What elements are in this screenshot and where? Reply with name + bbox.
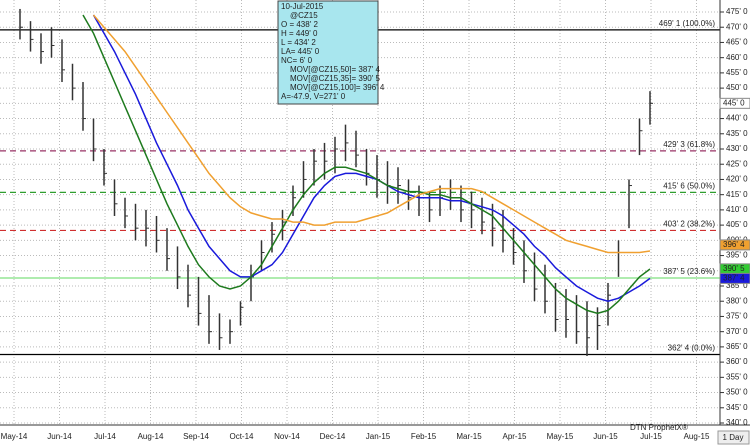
info-line: MOV[@CZ15,50]= 387' 4 [290, 65, 380, 74]
info-line: MOV[@CZ15,100]= 396' 4 [290, 83, 385, 92]
y-tick-label: 370' 0 [726, 327, 748, 336]
x-tick-label: Sep-14 [183, 432, 209, 441]
y-tick-label: 470' 0 [726, 22, 748, 31]
info-line: MOV[@CZ15,35]= 390' 5 [290, 74, 380, 83]
retracement-label: 415' 6 (50.0%) [663, 181, 715, 190]
x-tick-label: Dec-14 [320, 432, 346, 441]
info-line: 10-Jul-2015 [281, 2, 324, 11]
y-tick-label: 350' 0 [726, 388, 748, 397]
retracement-label: 362' 4 (0.0%) [668, 344, 716, 353]
y-tick-label: 415' 0 [726, 190, 748, 199]
y-tick-label: 455' 0 [726, 68, 748, 77]
grid [0, 0, 720, 425]
x-tick-label: Oct-14 [229, 432, 254, 441]
retracement-label: 403' 2 (38.2%) [663, 220, 715, 229]
y-tick-label: 475' 0 [726, 7, 748, 16]
x-tick-label: Aug-15 [684, 432, 710, 441]
x-tick-label: Feb-15 [411, 432, 437, 441]
info-line: NC= 6' 0 [281, 56, 313, 65]
x-tick-label: Apr-15 [502, 432, 527, 441]
retracement-label: 429' 3 (61.8%) [663, 140, 715, 149]
x-tick-label: Jun-14 [47, 432, 72, 441]
y-tick-label: 465' 0 [726, 38, 748, 47]
y-tick-label: 430' 0 [726, 144, 748, 153]
y-tick-label: 440' 0 [726, 114, 748, 123]
levels: 469' 1 (100.0%) 429' 3 (61.8%) 415' 6 (50.… [0, 19, 720, 356]
y-tick-label: 375' 0 [726, 312, 748, 321]
price-tag [719, 239, 750, 251]
retracement-label: 469' 1 (100.0%) [659, 19, 716, 28]
footer: DTN ProphetX® [630, 423, 688, 432]
info-line: L = 434' 2 [281, 38, 316, 47]
y-tick-label: 395' 0 [726, 251, 748, 260]
y-tick-label: 380' 0 [726, 296, 748, 305]
moving-average-line [92, 14, 651, 254]
y-tick-label: 450' 0 [726, 83, 748, 92]
x-tick-label: May-15 [547, 432, 574, 441]
y-tick-label: 355' 0 [726, 372, 748, 381]
x-tick-label: Nov-14 [274, 432, 300, 441]
x-tick-label: Jul-15 [640, 432, 662, 441]
retracement-label: 387' 5 (23.6%) [663, 267, 715, 276]
info-line: H = 449' 0 [281, 29, 318, 38]
info-line: @CZ15 [290, 11, 318, 20]
y-tick-label: 340' 0 [726, 418, 748, 427]
info-box-bg [277, 0, 379, 105]
interval-button[interactable] [717, 430, 750, 445]
moving-average-line [82, 14, 651, 315]
y-tick-label: 410' 0 [726, 205, 748, 214]
price-tag-label: 390' 5 [723, 264, 745, 273]
info-line: A=-47.9, V=271' 0 [281, 92, 346, 101]
moving-average-line [92, 14, 651, 302]
y-tick-label: 360' 0 [726, 357, 748, 366]
price-tag [719, 272, 750, 284]
y-tick-label: 385' 0 [726, 281, 748, 290]
price-tag-label: 445' 0 [723, 98, 745, 107]
moving-averages [82, 14, 651, 315]
price-tag-label: 396' 4 [723, 240, 745, 249]
x-tick-label: Jan-15 [366, 432, 391, 441]
price-tag-label: 387' 4 [723, 273, 745, 282]
interval-button-label[interactable]: 1 Day [723, 433, 744, 442]
y-tick-label: 425' 0 [726, 159, 748, 168]
x-tick-label: Aug-14 [138, 432, 164, 441]
y-tick-label: 345' 0 [726, 403, 748, 412]
info-line: LA= 445' 0 [281, 47, 320, 56]
x-tick-label: Mar-15 [456, 432, 482, 441]
y-tick-label: 435' 0 [726, 129, 748, 138]
x-tick-label: Jul-14 [94, 432, 116, 441]
x-tick-label: May-14 [1, 432, 28, 441]
info-line: O = 438' 2 [281, 20, 318, 29]
x-tick-label: Jun-15 [593, 432, 618, 441]
y-tick-label: 365' 0 [726, 342, 748, 351]
y-tick-label: 460' 0 [726, 53, 748, 62]
y-tick-label: 420' 0 [726, 175, 748, 184]
y-tick-label: 405' 0 [726, 220, 748, 229]
price-tag [719, 97, 750, 109]
